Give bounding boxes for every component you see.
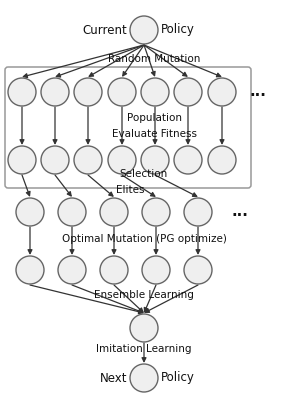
Text: Next: Next [99,372,127,384]
Circle shape [130,364,158,392]
Circle shape [141,78,169,106]
Circle shape [174,146,202,174]
Text: Imitation Learning: Imitation Learning [96,344,192,354]
Circle shape [100,198,128,226]
Circle shape [8,78,36,106]
Circle shape [58,256,86,284]
Text: ...: ... [231,204,249,220]
Text: ...: ... [250,84,266,100]
Text: Policy: Policy [161,24,195,36]
Text: Evaluate Fitness: Evaluate Fitness [112,129,197,139]
Circle shape [74,78,102,106]
Circle shape [74,146,102,174]
Text: Ensemble Learning: Ensemble Learning [94,290,194,300]
Circle shape [41,78,69,106]
Circle shape [100,256,128,284]
Circle shape [8,146,36,174]
Circle shape [130,16,158,44]
Circle shape [208,78,236,106]
Text: Elites: Elites [116,185,144,195]
Text: Optimal Mutation (PG optimize): Optimal Mutation (PG optimize) [62,234,227,244]
Circle shape [184,198,212,226]
Circle shape [141,146,169,174]
Circle shape [208,146,236,174]
Circle shape [108,78,136,106]
Circle shape [58,198,86,226]
Circle shape [108,146,136,174]
Circle shape [142,198,170,226]
Circle shape [142,256,170,284]
Circle shape [184,256,212,284]
Text: Population: Population [127,113,182,123]
Text: Policy: Policy [161,372,195,384]
Text: Random Mutation: Random Mutation [108,54,200,64]
Circle shape [16,198,44,226]
Text: Selection: Selection [120,169,168,179]
Circle shape [130,314,158,342]
Circle shape [174,78,202,106]
Text: Current: Current [82,24,127,36]
Circle shape [16,256,44,284]
Circle shape [41,146,69,174]
